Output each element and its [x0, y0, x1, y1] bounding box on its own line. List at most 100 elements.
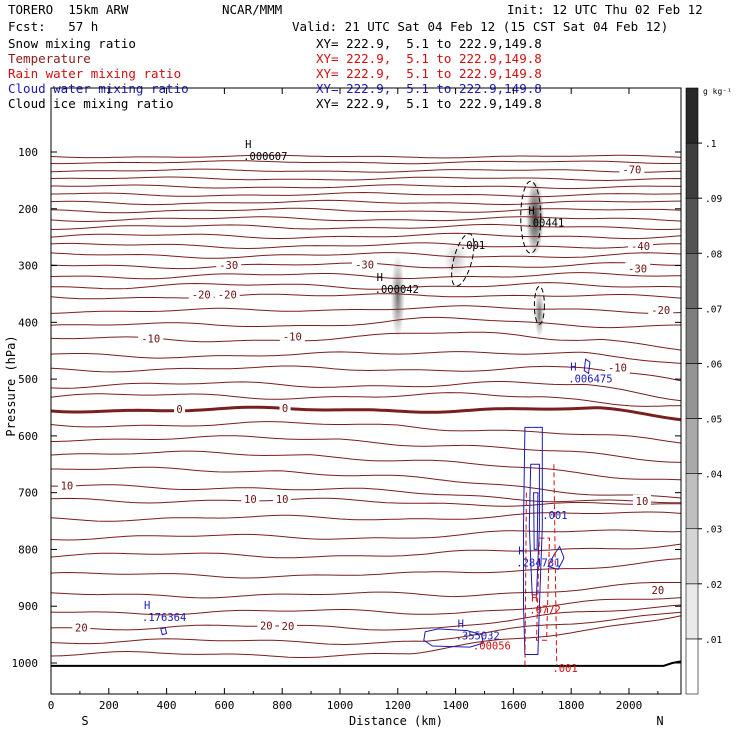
isotherm-line: [51, 191, 682, 198]
y-tick-label: 100: [18, 146, 38, 159]
isotherm-line: [50, 529, 682, 541]
isotherm-label-bg: [619, 163, 645, 176]
colorbar-segment: [685, 308, 699, 364]
isotherm-label-bg: [648, 303, 674, 316]
isotherm-line: [50, 421, 682, 444]
colorbar-segment: [685, 197, 699, 254]
isotherm-line: [50, 392, 682, 407]
ice-contour: [451, 233, 475, 287]
rain-contour: [553, 464, 558, 666]
colorbar-segment: [685, 583, 699, 640]
isotherm-line: [50, 282, 682, 290]
y-tick-label: 900: [18, 600, 38, 613]
isotherm-line: [50, 511, 682, 522]
plot-frame: [50, 87, 682, 695]
org-title: NCAR/MMM: [222, 2, 283, 17]
extremum-marker: H: [518, 546, 524, 558]
ice-contour: [533, 285, 545, 325]
field-xy-rain: XY= 222.9, 5.1 to 222.9,149.8: [316, 66, 542, 81]
isotherm-label-bg: [279, 402, 291, 415]
init-time: Init: 12 UTC Thu 02 Feb 12: [507, 2, 703, 17]
field-xy-cloud-ice: XY= 222.9, 5.1 to 222.9,149.8: [316, 96, 542, 111]
x-tick-label: 0: [48, 699, 55, 712]
colorbar-segment: [685, 638, 699, 695]
extremum-value: .00056: [473, 640, 511, 652]
isotherm-label: -20: [651, 305, 670, 317]
isotherm-line: [50, 176, 682, 182]
y-tick-label: 300: [18, 260, 38, 273]
colorbar-tick-label: .06: [705, 359, 722, 370]
isotherm-line: [50, 615, 682, 658]
isotherm-label-bg: [216, 259, 242, 272]
isotherm-label-bg: [214, 288, 240, 301]
cloud-water-contour: [583, 358, 591, 375]
isotherm-label-bg: [352, 258, 378, 271]
cloud-water-contour: [533, 492, 539, 550]
x-tick-label: 400: [157, 699, 177, 712]
extremum-value: .176364: [142, 612, 186, 624]
isotherm-label-bg: [278, 620, 297, 633]
extremum-value: .284731: [516, 558, 560, 570]
isotherm-line: [50, 597, 682, 616]
isotherm-line: [50, 168, 682, 173]
y-axis-label: Pressure (hPa): [4, 335, 18, 436]
extremum-value: .00441: [526, 217, 564, 229]
x-axis-label: Distance (km): [349, 714, 443, 728]
axes-layer: 0 200 400 600 800 1000 1200 1400 1600 1800 2000100…: [4, 88, 681, 728]
cloud-water-contour: [528, 463, 540, 596]
y-tick-label: 500: [18, 373, 38, 386]
rain-contour: [535, 537, 551, 641]
isotherm-label-bg: [279, 330, 305, 343]
isotherm-line: [50, 365, 682, 382]
field-xy-temperature: XY= 222.9, 5.1 to 222.9,149.8: [316, 51, 542, 66]
ice-contour: [520, 180, 542, 254]
contour-labels-layer: -70 -40 -30 -30 -30 -20 -20 -20 -10 -10 -10 0 0 10 10 1…: [57, 139, 674, 675]
isotherm-label-bg: [648, 583, 667, 596]
isotherm-line: [51, 466, 682, 499]
x-tick-label: 1400: [442, 699, 469, 712]
x-tick-label: 1800: [558, 699, 585, 712]
isotherm-label-bg: [273, 493, 292, 506]
isotherm-line: [50, 216, 682, 223]
model-title: TORERO 15km ARW: [8, 2, 129, 17]
y-tick-label: 600: [18, 430, 38, 443]
cloud-water-contour: [523, 426, 543, 655]
isotherm-label: 20: [282, 621, 295, 633]
isotherm-label-bg: [72, 621, 91, 634]
isotherm-line: [51, 184, 681, 190]
isotherm-label: -30: [219, 260, 238, 272]
moisture-contours: [160, 180, 591, 666]
extremum-marker: H: [528, 205, 534, 217]
isotherm-label: -30: [355, 260, 374, 272]
cloud-water-contour: [423, 628, 484, 648]
x-tick-label: 200: [99, 699, 119, 712]
extremum-marker: H: [458, 619, 464, 631]
y-tick-label: 200: [18, 203, 38, 216]
isotherm-label: -10: [141, 333, 160, 345]
plot-border: [50, 87, 682, 695]
south-label: S: [81, 714, 88, 728]
x-tick-label: 600: [214, 699, 234, 712]
extremum-marker: H: [245, 139, 251, 151]
isotherm-line: [50, 160, 682, 165]
isotherm-label: 10: [244, 494, 257, 506]
north-label: N: [656, 714, 663, 728]
isotherm-line: [50, 305, 682, 314]
forecast-hour: Fcst: 57 h: [8, 19, 99, 34]
colorbar-segment: [685, 418, 699, 474]
isotherm-line: [50, 381, 682, 402]
colorbar-segment: [685, 87, 699, 144]
isotherm-label-bg: [174, 402, 186, 415]
colorbar-segment: [685, 363, 699, 419]
isotherm-label: -20: [218, 290, 237, 302]
colorbar: .01 .02 .03 .04 .05 .06 .07 .08 .09 .1 g kg⁻¹: [685, 87, 732, 695]
isotherm-label-bg: [628, 239, 654, 252]
isotherm-line: [50, 154, 682, 159]
colorbar-tick-label: .01: [705, 635, 722, 646]
colorbar-tick-label: .1: [705, 139, 717, 150]
extremum-value: .001: [552, 663, 577, 675]
isotherm-label-bg: [257, 619, 276, 632]
isotherm-label-bg: [632, 494, 651, 507]
isotherm-label-bg: [138, 332, 164, 345]
isotherm-label: 0: [176, 404, 182, 416]
